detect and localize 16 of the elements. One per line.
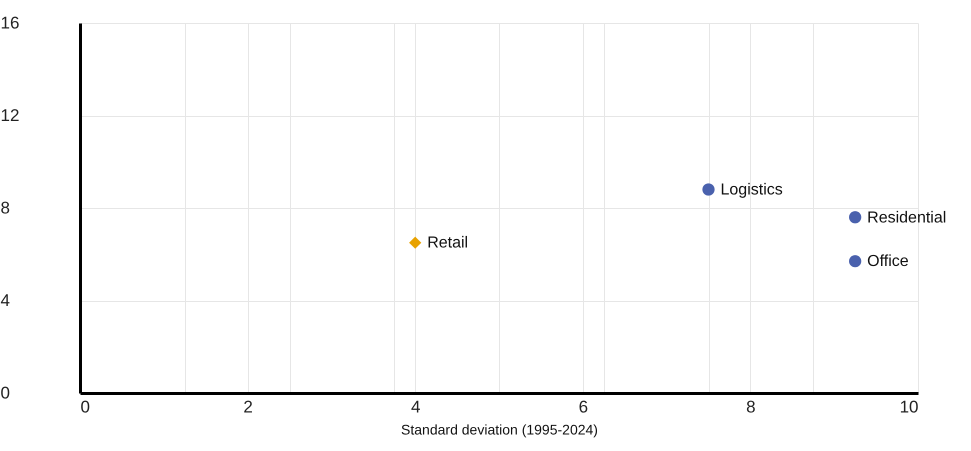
series-label: Retail [427, 234, 468, 252]
y-tick-label: 12 [0, 106, 20, 125]
y-tick-label: 16 [0, 14, 20, 32]
y-tick-label: 0 [0, 384, 10, 402]
x-tick-label: 0 [80, 398, 90, 416]
y-tick-label: 4 [0, 291, 10, 310]
x-tick-label: 4 [410, 398, 420, 416]
x-axis-title: Standard deviation (1995-2024) [401, 422, 598, 438]
y-tick-label: 8 [0, 198, 10, 218]
series-label: Logistics [720, 182, 783, 198]
x-tick-label: 6 [578, 398, 588, 416]
x-tick-label: 10 [900, 398, 918, 416]
x-tick-label: 8 [746, 398, 756, 416]
series-label: Office [867, 253, 909, 270]
x-tick-label: 2 [243, 398, 253, 416]
series-label: Residential [867, 209, 946, 226]
